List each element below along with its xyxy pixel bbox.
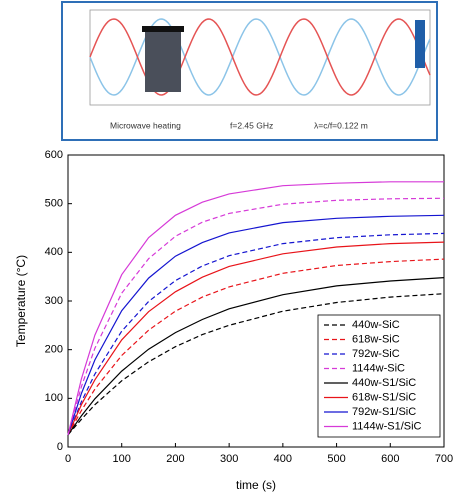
legend-label: 792w-S1/SiC [352, 406, 416, 418]
inset-wavelength: λ=c/f=0.122 m [314, 120, 368, 130]
series-line [67, 232, 445, 436]
series-line [67, 241, 445, 436]
y-tick-label: 300 [45, 295, 63, 307]
series-line [67, 197, 445, 435]
legend: 440w-SiC 618w-SiC 792w-SiC 1144w-SiC 440w-S1… [317, 314, 441, 438]
inset-caption: Microwave heating [110, 120, 181, 130]
inset: Microwave heating f=2.45 GHz λ=c/f=0.122… [61, 1, 438, 141]
series-line [67, 181, 444, 435]
sample [145, 29, 181, 92]
y-tick-label: 500 [45, 198, 63, 210]
inset-frame [61, 1, 438, 141]
x-tick-label: 400 [274, 453, 292, 465]
legend-label: 440w-S1/SiC [352, 377, 416, 389]
x-tick-label: 500 [327, 453, 345, 465]
y-tick-label: 400 [45, 246, 63, 258]
y-axis-label: Temperature (°C) [14, 255, 28, 347]
series-line [67, 214, 445, 435]
sample-cap [142, 26, 184, 32]
y-tick-label: 100 [45, 392, 63, 404]
series-line [67, 277, 445, 436]
x-tick-label: 200 [166, 453, 184, 465]
legend-label: 792w-SiC [352, 348, 400, 360]
legend-label: 618w-SiC [352, 333, 400, 345]
waveguide [415, 20, 425, 68]
y-tick-label: 0 [57, 441, 63, 453]
y-tick-label: 200 [45, 344, 63, 356]
legend-label: 1144w-S1/SiC [352, 420, 422, 432]
legend-label: 1144w-SiC [352, 362, 405, 374]
x-tick-label: 100 [113, 453, 131, 465]
inset-frequency: f=2.45 GHz [230, 120, 273, 130]
x-tick-label: 600 [381, 453, 399, 465]
x-tick-label: 0 [65, 453, 71, 465]
x-tick-label: 300 [220, 453, 238, 465]
x-tick-label: 700 [435, 453, 453, 465]
legend-label: 440w-SiC [352, 319, 400, 331]
series-line [67, 258, 445, 436]
legend-label: 618w-S1/SiC [352, 391, 416, 403]
x-axis-label: time (s) [236, 478, 276, 492]
series-line [67, 293, 445, 436]
legend-frame [317, 314, 441, 438]
y-tick-label: 600 [45, 149, 63, 161]
